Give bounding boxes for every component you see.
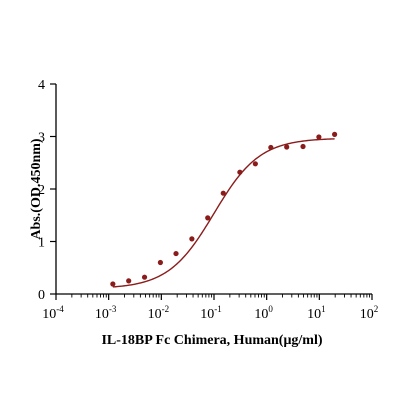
y-tick-label: 2 — [38, 183, 45, 198]
y-tick-label: 3 — [38, 131, 45, 146]
data-point — [300, 143, 306, 150]
y-tick-label: 0 — [38, 288, 45, 303]
data-point — [189, 236, 195, 242]
x-tick-label: 100 — [254, 304, 273, 322]
data-point — [126, 278, 132, 284]
x-tick-label: 102 — [360, 304, 379, 322]
x-tick-label: 10-1 — [200, 304, 222, 322]
x-tick-label: 101 — [307, 304, 326, 322]
data-point — [316, 134, 322, 140]
axes — [55, 84, 372, 295]
y-axis-title: Abs.(OD.450nm) — [29, 138, 44, 239]
x-tick-label: 10-4 — [42, 304, 64, 322]
data-point — [220, 190, 226, 196]
data-point — [332, 131, 338, 137]
y-tick-label: 1 — [38, 236, 45, 251]
data-point — [110, 281, 116, 287]
data-point — [157, 259, 163, 266]
data-point — [284, 144, 290, 150]
x-tick-label: 10-2 — [148, 304, 170, 322]
ticks: 0 1 2 3 4 10-4 10-3 10-2 10-1 100 101 102 — [38, 78, 378, 322]
x-tick-label: 10-3 — [95, 304, 117, 322]
data-point — [237, 169, 243, 175]
data-point — [268, 144, 274, 151]
fit-curve — [112, 138, 335, 288]
data-point — [173, 250, 179, 257]
data-point — [141, 274, 148, 280]
x-axis-title: IL-18BP Fc Chimera, Human(μg/ml) — [101, 333, 322, 348]
data-point — [252, 161, 258, 167]
data-point — [205, 215, 211, 221]
data-points — [110, 131, 338, 287]
y-tick-label: 4 — [38, 78, 45, 93]
